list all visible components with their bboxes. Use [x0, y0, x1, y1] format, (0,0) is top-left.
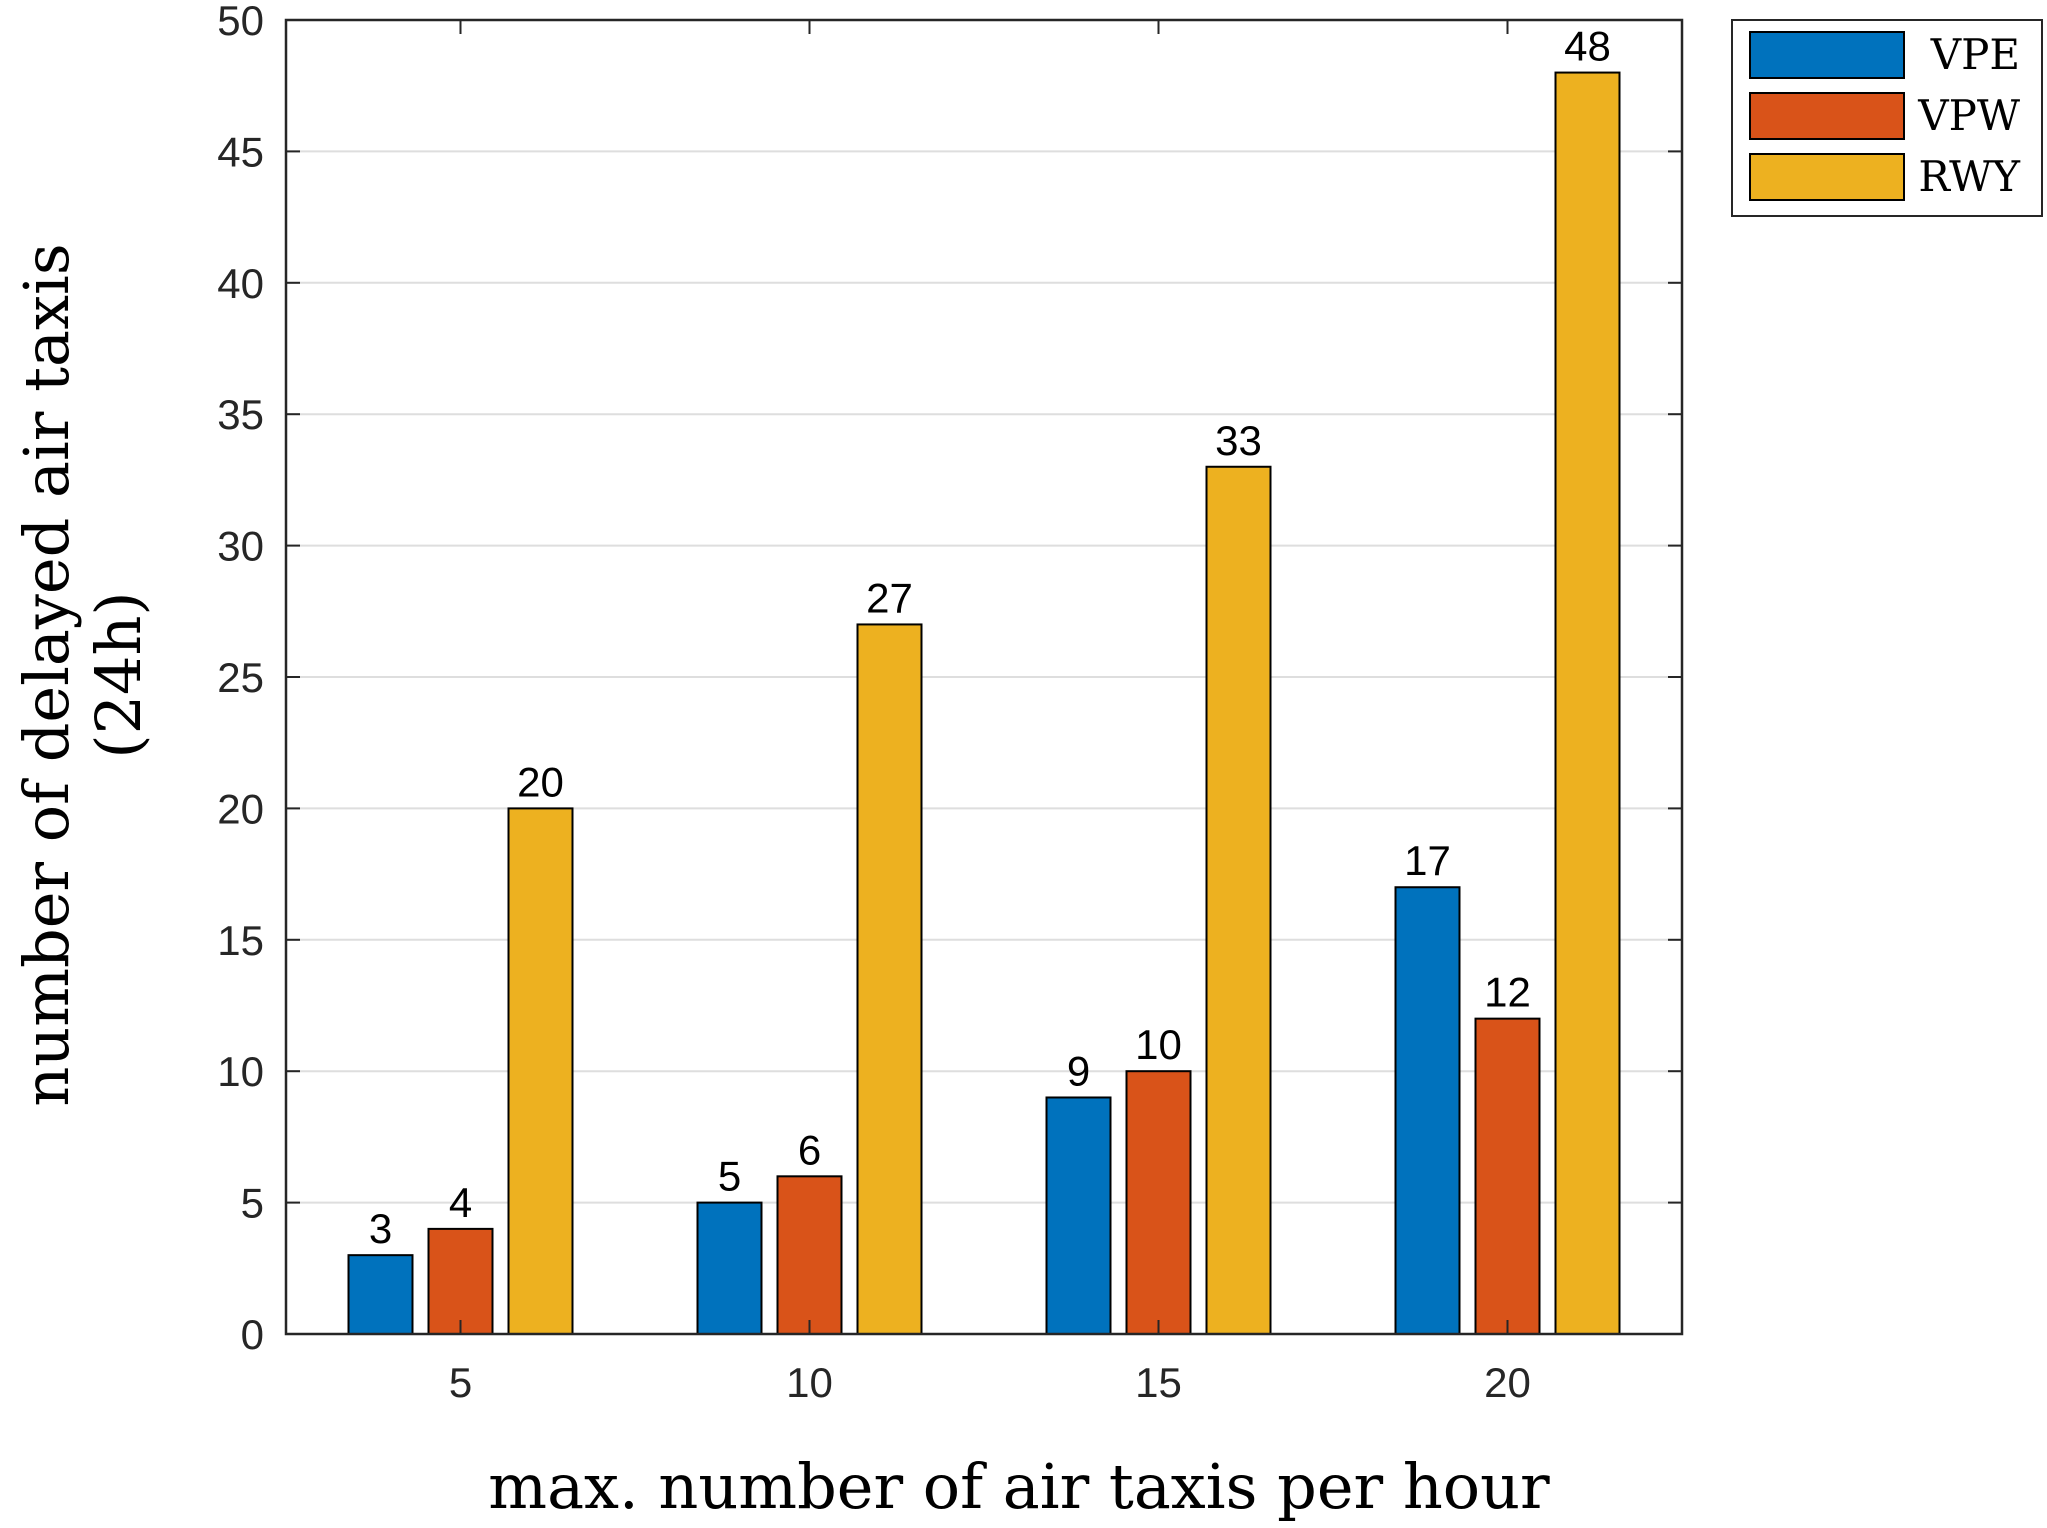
y-tick-label: 10: [217, 1048, 264, 1095]
data-label-rwy-15: 33: [1215, 417, 1262, 464]
legend-swatch-rwy: [1749, 153, 1905, 201]
y-tick-labels: 0 5 10 15 20 25 30 35 40 45 50: [217, 0, 264, 1358]
bar-vpw-10: [776, 1175, 843, 1335]
y-tick-label: 35: [217, 391, 264, 438]
bar-vpe-10: [696, 1201, 763, 1335]
data-label-rwy-10: 27: [866, 574, 913, 621]
legend: VPE VPW RWY: [1731, 19, 2043, 217]
data-label-vpe-10: 5: [718, 1153, 741, 1200]
bar-vpw-5: [427, 1227, 494, 1336]
bar-vpe-5: [347, 1254, 414, 1336]
data-label-vpw-15: 10: [1135, 1021, 1182, 1068]
x-tick-labels: 5 10 15 20: [449, 1359, 1531, 1406]
y-tick-label: 45: [217, 128, 264, 175]
y-tick-label: 20: [217, 785, 264, 832]
bar-vpw-15: [1125, 1070, 1192, 1335]
legend-label-vpe: VPE: [1930, 30, 2020, 79]
data-label-vpe-20: 17: [1404, 837, 1451, 884]
bar-vpe-20: [1394, 886, 1461, 1335]
data-label-vpw-5: 4: [449, 1179, 472, 1226]
data-label-vpw-20: 12: [1484, 969, 1531, 1016]
bars: [347, 71, 1621, 1336]
x-tick-label: 20: [1484, 1359, 1531, 1406]
legend-label-vpw: VPW: [1917, 91, 2021, 140]
x-tick-label: 10: [786, 1359, 833, 1406]
y-tick-label: 25: [217, 654, 264, 701]
data-label-rwy-20: 48: [1564, 23, 1611, 70]
bar-rwy-10: [856, 623, 923, 1335]
data-label-vpe-15: 9: [1067, 1047, 1090, 1094]
y-tick-label: 50: [217, 0, 264, 44]
x-tick-label: 5: [449, 1359, 472, 1406]
y-tick-label: 0: [241, 1311, 264, 1358]
y-tick-label: 5: [241, 1180, 264, 1227]
axes: [284, 18, 1684, 1336]
legend-swatch-vpe: [1749, 31, 1905, 79]
bar-rwy-15: [1205, 465, 1272, 1335]
legend-swatch-vpw: [1749, 92, 1905, 140]
data-label-rwy-5: 20: [517, 758, 564, 805]
x-axis-title: max. number of air taxis per hour: [488, 1450, 1550, 1523]
legend-label-rwy: RWY: [1918, 152, 2021, 201]
plot-frame: [284, 18, 1684, 1336]
y-axis-title: number of delayed air taxis (24h): [10, 243, 155, 1106]
data-labels: 3 4 20 5 6 27 9 10 33 17 12 48: [369, 23, 1611, 1253]
bar-vpe-15: [1045, 1096, 1112, 1335]
y-tick-label: 15: [217, 917, 264, 964]
bar-rwy-5: [507, 807, 574, 1335]
y-axis-title-line1: number of delayed air taxis: [10, 243, 83, 1106]
y-tick-label: 30: [217, 523, 264, 570]
data-label-vpe-5: 3: [369, 1205, 392, 1252]
bar-rwy-20: [1554, 71, 1621, 1335]
x-tick-label: 15: [1135, 1359, 1182, 1406]
y-tick-label: 40: [217, 260, 264, 307]
y-axis-title-line2: (24h): [82, 591, 155, 758]
data-label-vpw-10: 6: [798, 1126, 821, 1173]
bar-vpw-20: [1474, 1017, 1541, 1335]
